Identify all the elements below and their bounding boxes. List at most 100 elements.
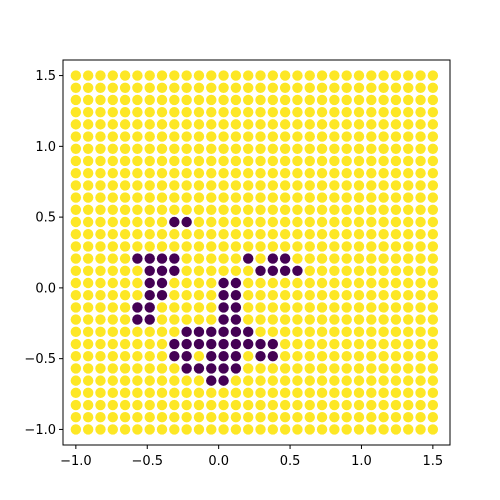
data-point-class-1 — [144, 338, 155, 350]
data-point-class-1 — [316, 253, 328, 264]
data-point-class-0 — [169, 216, 180, 228]
data-point-class-1 — [243, 399, 254, 411]
data-point-class-1 — [95, 143, 106, 154]
data-point-class-1 — [329, 216, 340, 228]
data-point-class-1 — [353, 131, 365, 142]
data-point-class-1 — [390, 265, 402, 277]
data-point-class-1 — [292, 363, 303, 374]
data-point-class-1 — [353, 387, 365, 399]
data-point-class-1 — [329, 228, 340, 240]
data-point-class-1 — [193, 204, 205, 215]
data-point-class-1 — [107, 228, 118, 240]
data-point-class-1 — [390, 192, 402, 203]
data-point-class-1 — [169, 155, 180, 167]
data-point-class-1 — [107, 253, 118, 264]
data-point-class-1 — [427, 143, 439, 154]
data-point-class-1 — [366, 131, 377, 142]
data-point-class-1 — [329, 290, 340, 301]
data-point-class-1 — [390, 290, 402, 301]
x-tick-label: −0.5 — [131, 454, 163, 469]
data-point-class-1 — [366, 204, 377, 215]
data-point-class-1 — [415, 387, 426, 399]
data-point-class-1 — [304, 119, 315, 130]
data-point-class-1 — [316, 277, 328, 289]
data-point-class-1 — [230, 94, 242, 106]
data-point-class-1 — [255, 424, 266, 435]
data-point-class-1 — [156, 180, 168, 191]
data-point-class-1 — [427, 277, 439, 289]
data-point-class-1 — [82, 290, 94, 301]
data-point-class-1 — [206, 131, 217, 142]
data-point-class-0 — [144, 277, 155, 289]
data-point-class-1 — [255, 143, 266, 154]
data-point-class-1 — [304, 338, 315, 350]
data-point-class-1 — [82, 119, 94, 130]
data-point-class-0 — [267, 351, 279, 362]
data-point-class-1 — [329, 375, 340, 386]
data-point-class-1 — [304, 94, 315, 106]
data-point-class-1 — [218, 155, 229, 167]
data-point-class-1 — [329, 180, 340, 191]
data-point-class-1 — [119, 265, 131, 277]
data-point-class-1 — [243, 265, 254, 277]
data-point-class-1 — [341, 302, 352, 313]
data-point-class-1 — [181, 302, 192, 313]
data-point-class-1 — [316, 338, 328, 350]
data-point-class-1 — [119, 314, 131, 325]
data-point-class-1 — [316, 155, 328, 167]
data-point-class-1 — [353, 326, 365, 338]
data-point-class-1 — [156, 70, 168, 81]
data-point-class-1 — [107, 351, 118, 362]
data-point-class-1 — [279, 241, 291, 252]
data-point-class-1 — [70, 302, 82, 313]
data-point-class-0 — [255, 265, 266, 277]
data-point-class-1 — [292, 314, 303, 325]
data-point-class-1 — [329, 424, 340, 435]
data-point-class-1 — [230, 143, 242, 154]
data-point-class-1 — [156, 119, 168, 130]
data-point-class-1 — [193, 192, 205, 203]
data-point-class-1 — [415, 94, 426, 106]
data-point-class-1 — [329, 412, 340, 423]
data-point-class-1 — [329, 204, 340, 215]
data-point-class-1 — [95, 167, 106, 179]
data-point-class-1 — [144, 119, 155, 130]
data-point-class-1 — [390, 106, 402, 118]
data-point-class-1 — [82, 387, 94, 399]
data-point-class-1 — [107, 70, 118, 81]
data-point-class-1 — [218, 265, 229, 277]
data-point-class-1 — [156, 387, 168, 399]
data-point-class-1 — [427, 216, 439, 228]
data-point-class-1 — [353, 228, 365, 240]
data-point-class-1 — [267, 375, 279, 386]
data-point-class-1 — [366, 119, 377, 130]
data-point-class-1 — [403, 253, 414, 264]
data-point-class-1 — [304, 228, 315, 240]
data-point-class-1 — [119, 302, 131, 313]
data-point-class-0 — [144, 290, 155, 301]
data-point-class-1 — [415, 180, 426, 191]
data-point-class-1 — [255, 119, 266, 130]
data-point-class-1 — [169, 277, 180, 289]
data-point-class-1 — [255, 94, 266, 106]
data-point-class-1 — [218, 119, 229, 130]
data-point-class-1 — [243, 94, 254, 106]
data-point-class-1 — [119, 424, 131, 435]
data-point-class-0 — [218, 326, 229, 338]
data-point-class-1 — [95, 265, 106, 277]
data-point-class-1 — [70, 70, 82, 81]
data-point-class-1 — [95, 387, 106, 399]
data-point-class-1 — [304, 241, 315, 252]
data-point-class-1 — [279, 155, 291, 167]
data-point-class-1 — [403, 265, 414, 277]
data-point-class-1 — [193, 290, 205, 301]
data-point-class-1 — [415, 265, 426, 277]
data-point-class-1 — [415, 375, 426, 386]
data-point-class-1 — [279, 204, 291, 215]
data-point-class-1 — [107, 290, 118, 301]
data-point-class-1 — [353, 277, 365, 289]
data-point-class-1 — [279, 338, 291, 350]
data-point-class-1 — [206, 314, 217, 325]
data-point-class-1 — [243, 204, 254, 215]
data-point-class-1 — [316, 375, 328, 386]
